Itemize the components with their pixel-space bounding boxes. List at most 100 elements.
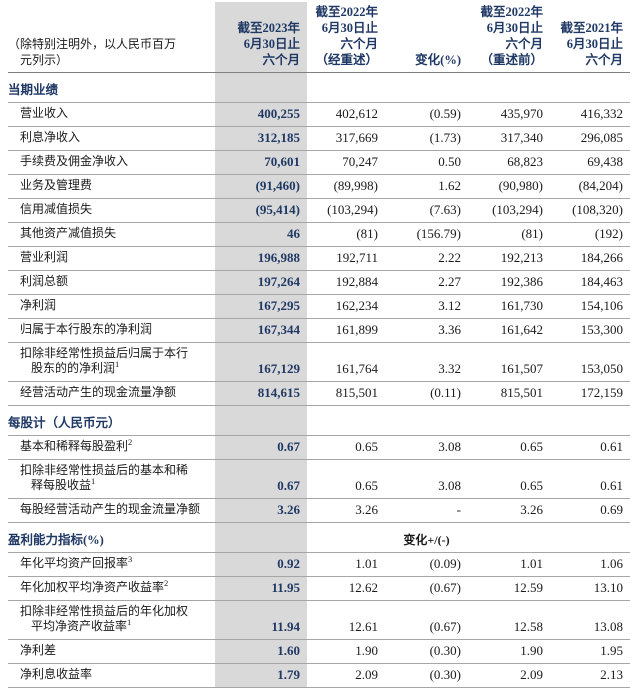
value-change: 3.36: [385, 318, 468, 343]
value-2023: 1.79: [215, 663, 307, 688]
value-2023: 312,185: [215, 126, 307, 151]
row-label: 扣除非经常性损益后的年化加权 平均净资产收益率1: [8, 600, 215, 640]
footnote-marker: 3: [128, 554, 133, 564]
value-2023: 11.95: [215, 576, 307, 601]
value-change: 2.27: [385, 270, 468, 295]
value-2022-before: 161,730: [468, 294, 550, 319]
value-2021: 172,159: [550, 381, 630, 406]
value-2022-before: 192,386: [468, 270, 550, 295]
value-2023: 814,615: [215, 381, 307, 406]
value-2021: 153,300: [550, 318, 630, 343]
row-label-text: 营业收入: [20, 106, 69, 120]
value-2021: 0.61: [550, 435, 630, 460]
table-row: 其他资产减值损失 46 (81) (156.79) (81) (192): [8, 222, 630, 247]
row-label-text: 扣除非经常性损益后的年化加权 平均净资产收益率: [20, 604, 189, 633]
value-2022-restated: 317,669: [307, 126, 385, 151]
value-2023: (91,460): [215, 174, 307, 199]
value-change: (0.67): [385, 600, 468, 640]
table-row: 信用减值损失 (95,414) (103,294) (7.63) (103,29…: [8, 198, 630, 223]
row-label-text: 其他资产减值损失: [20, 226, 117, 240]
value-2023: 167,129: [215, 342, 307, 382]
value-2022-restated: 1.90: [307, 639, 385, 664]
value-2021: 1.95: [550, 639, 630, 664]
value-2022-before: (103,294): [468, 198, 550, 223]
row-label-text: 扣除非经常性损益后归属于本行 股东的的净利润: [20, 346, 189, 375]
value-2021: 0.61: [550, 459, 630, 499]
value-2023: 0.67: [215, 435, 307, 460]
table-header-row: （除特别注明外，以人民币百万 元列示） 截至2023年 6月30日止 六个月 截…: [8, 2, 630, 73]
table-row: 扣除非经常性损益后的年化加权 平均净资产收益率1 11.94 12.61 (0.…: [8, 600, 630, 640]
row-label: 利润总额: [8, 270, 215, 295]
value-2023: 196,988: [215, 246, 307, 271]
row-label: 营业收入: [8, 102, 215, 127]
row-label: 每股经营活动产生的现金流量净额: [8, 498, 215, 523]
value-change: 3.12: [385, 294, 468, 319]
footnote-marker: 2: [128, 437, 133, 447]
value-2022-before: 12.59: [468, 576, 550, 601]
row-label: 营业利润: [8, 246, 215, 271]
footnote-marker: 1: [115, 359, 120, 369]
value-change: (156.79): [385, 222, 468, 247]
value-2023: 197,264: [215, 270, 307, 295]
row-label: 业务及管理费: [8, 174, 215, 199]
row-label: 利息净收入: [8, 126, 215, 151]
value-2022-restated: (81): [307, 222, 385, 247]
header-col-2023: 截至2023年 6月30日止 六个月: [215, 2, 307, 73]
row-label: 扣除非经常性损益后的基本和稀 释每股收益1: [8, 459, 215, 499]
value-2022-before: 0.65: [468, 435, 550, 460]
row-label-text: 营业利润: [20, 250, 69, 264]
value-change: 2.22: [385, 246, 468, 271]
value-2022-restated: 192,884: [307, 270, 385, 295]
table-row: 归属于本行股东的净利润 167,344 161,899 3.36 161,642…: [8, 318, 630, 343]
value-2021: 0.69: [550, 498, 630, 523]
row-label: 净利差: [8, 639, 215, 664]
value-2022-restated: 162,234: [307, 294, 385, 319]
value-2022-restated: 0.65: [307, 435, 385, 460]
section-header-per-share: 每股计（人民币元）: [8, 405, 630, 436]
row-label: 手续费及佣金净收入: [8, 150, 215, 175]
row-label-text: 基本和稀释每股盈利: [20, 439, 129, 453]
section-band-cell: [215, 522, 307, 553]
table-row: 每股经营活动产生的现金流量净额 3.26 3.26 - 3.26 0.69: [8, 498, 630, 523]
value-2022-restated: 2.09: [307, 663, 385, 688]
section-header-current-period-results: 当期业绩: [8, 72, 630, 103]
value-2022-before: 192,213: [468, 246, 550, 271]
value-change: (0.30): [385, 639, 468, 664]
row-label-text: 每股经营活动产生的现金流量净额: [20, 502, 201, 516]
table-row: 净利润 167,295 162,234 3.12 161,730 154,106: [8, 294, 630, 319]
value-2022-before: 3.26: [468, 498, 550, 523]
value-2021: (108,320): [550, 198, 630, 223]
value-2022-restated: (103,294): [307, 198, 385, 223]
section-band-cell: [215, 405, 307, 436]
footnote-marker: 2: [164, 578, 169, 588]
value-2022-before: 815,501: [468, 381, 550, 406]
row-label-text: 净利润: [20, 298, 57, 312]
value-2021: 154,106: [550, 294, 630, 319]
value-change: (0.67): [385, 576, 468, 601]
row-label-text: 信用减值损失: [20, 202, 93, 216]
row-label-text: 年化平均资产回报率: [20, 556, 129, 570]
value-2022-before: 68,823: [468, 150, 550, 175]
value-2022-before: 435,970: [468, 102, 550, 127]
value-2023: 70,601: [215, 150, 307, 175]
value-2023: 11.94: [215, 600, 307, 640]
value-2021: (84,204): [550, 174, 630, 199]
section-title: 每股计（人民币元）: [8, 405, 215, 436]
value-change: (0.09): [385, 552, 468, 577]
row-label: 其他资产减值损失: [8, 222, 215, 247]
value-2022-restated: 0.65: [307, 459, 385, 499]
value-2023: 1.60: [215, 639, 307, 664]
table-row: 年化平均资产回报率3 0.92 1.01 (0.09) 1.01 1.06: [8, 552, 630, 577]
header-units-note: （除特别注明外，以人民币百万 元列示）: [8, 2, 215, 73]
value-change: (7.63): [385, 198, 468, 223]
row-label-text: 净利差: [20, 643, 57, 657]
table-row: 利息净收入 312,185 317,669 (1.73) 317,340 296…: [8, 126, 630, 151]
row-label-text: 手续费及佣金净收入: [20, 154, 129, 168]
value-2021: 69,438: [550, 150, 630, 175]
value-change: 3.08: [385, 435, 468, 460]
value-2022-before: 12.58: [468, 600, 550, 640]
header-col-2021: 截至2021年 6月30日止 六个月: [550, 2, 630, 73]
value-change: (1.73): [385, 126, 468, 151]
value-2022-before: 1.90: [468, 639, 550, 664]
